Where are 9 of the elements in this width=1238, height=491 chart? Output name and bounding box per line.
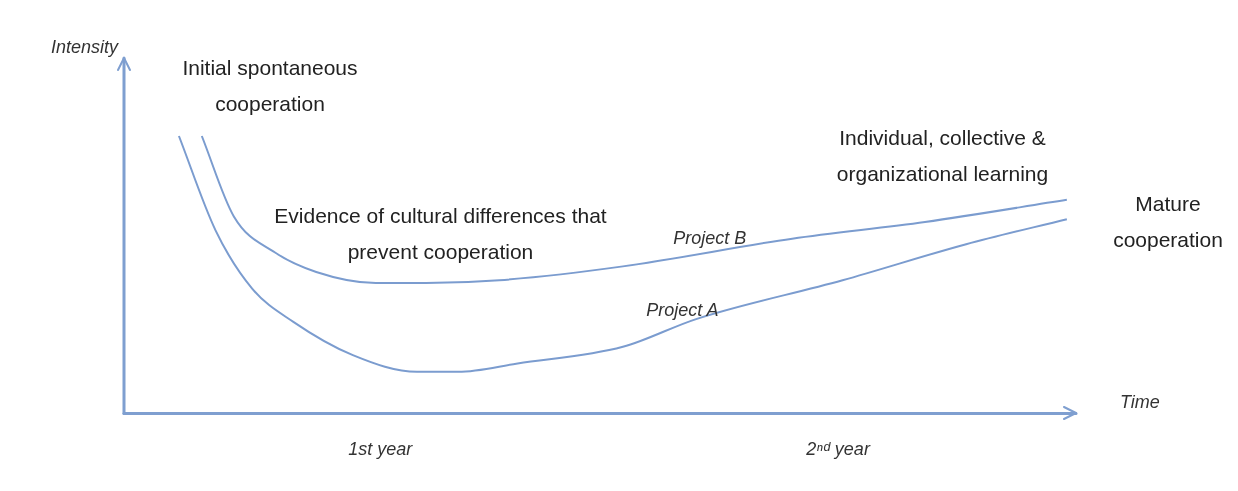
x-axis-title: Time xyxy=(1120,392,1160,413)
y-axis-title: Intensity xyxy=(50,37,119,57)
x-tick-label: 1st year xyxy=(348,439,414,460)
annotation: Evidence of cultural differences that prevent cooperation xyxy=(273,203,608,265)
annotation: Individual, collective & organizational learning xyxy=(835,125,1050,187)
text: Mature cooperation xyxy=(1112,191,1224,253)
series-label: Project B xyxy=(673,228,747,249)
text: Initial spontaneous cooperation xyxy=(181,55,359,117)
x-tick-label: 2ⁿᵈ year xyxy=(805,439,871,460)
